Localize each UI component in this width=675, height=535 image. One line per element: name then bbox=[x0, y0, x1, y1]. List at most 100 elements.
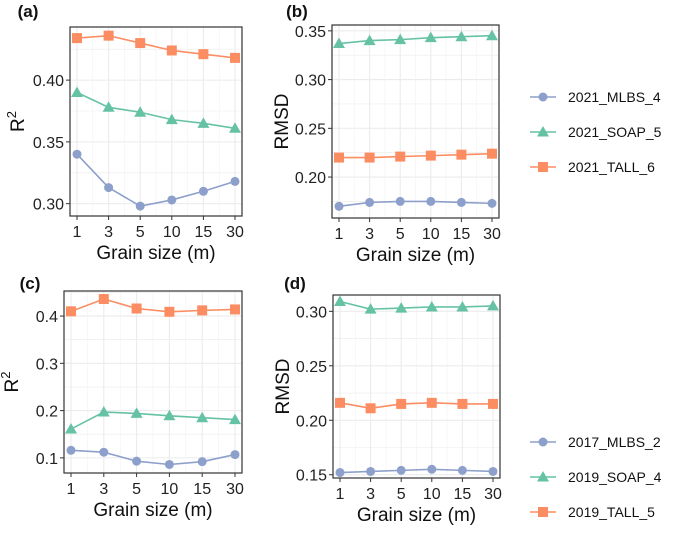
x-tick-label: 10 bbox=[163, 224, 181, 241]
series-2021_TALL_6 bbox=[72, 30, 240, 63]
data-point bbox=[425, 300, 438, 312]
data-point bbox=[395, 151, 406, 162]
x-tick-label: 15 bbox=[195, 224, 213, 241]
series-line bbox=[76, 91, 236, 130]
panel-c: 0.1 0.2 0.3 0.4 1 3 5 10 15 30 Grain size (m) R2 (c) bbox=[0, 274, 244, 521]
data-point bbox=[229, 413, 241, 425]
data-point bbox=[66, 445, 76, 455]
data-point bbox=[98, 294, 109, 305]
x-tick-label: 3 bbox=[366, 486, 375, 503]
superscript: 2 bbox=[0, 372, 13, 379]
x-tick-label: 3 bbox=[104, 224, 113, 241]
y-tick-label: 0.3 bbox=[36, 356, 58, 373]
x-tick-label: 3 bbox=[99, 481, 108, 498]
series-line bbox=[339, 468, 494, 474]
legend-marker-triangle-icon bbox=[537, 471, 549, 482]
x-tick-label: 15 bbox=[193, 481, 211, 498]
series-2021_SOAP_5 bbox=[71, 86, 241, 133]
legend-label: 2021_MLBS_4 bbox=[568, 89, 661, 105]
data-point bbox=[71, 86, 83, 97]
data-point bbox=[135, 38, 146, 49]
panel-d: 0.15 0.20 0.25 0.30 1 3 5 10 15 30 Grain size (m) R… bbox=[273, 274, 502, 526]
legend-entry: 2021_SOAP_5 bbox=[530, 124, 662, 140]
y-tick-label: 0.20 bbox=[296, 413, 327, 430]
series-2021_MLBS_4 bbox=[72, 149, 240, 211]
series-line bbox=[339, 300, 494, 310]
data-point bbox=[364, 152, 375, 163]
x-tick-label: 5 bbox=[132, 481, 141, 498]
data-point bbox=[457, 398, 468, 409]
data-point bbox=[457, 465, 467, 475]
data-point bbox=[230, 176, 240, 186]
y-tick-label: 0.35 bbox=[295, 24, 326, 41]
x-tick-label: 30 bbox=[226, 224, 244, 241]
data-point bbox=[198, 49, 209, 60]
plot-border bbox=[331, 24, 500, 219]
x-tick-label: 15 bbox=[454, 486, 472, 503]
data-point bbox=[164, 459, 174, 469]
series-2017_MLBS_2 bbox=[335, 464, 498, 478]
data-point bbox=[104, 183, 114, 193]
y-tick-label: 0.2 bbox=[36, 404, 58, 421]
legend-marker-square-icon bbox=[538, 162, 548, 172]
x-tick-label: 1 bbox=[335, 226, 344, 243]
panel-a: 0.30 0.35 0.40 1 3 5 10 15 30 Grain size (m) R2 (a) bbox=[4, 2, 244, 264]
legend-marker-square-icon bbox=[538, 507, 548, 517]
y-axis-label: R2 bbox=[4, 111, 29, 132]
data-point bbox=[335, 397, 345, 408]
superscript: 2 bbox=[4, 111, 19, 118]
series-2019_TALL_5 bbox=[335, 397, 498, 414]
series-line bbox=[70, 449, 236, 466]
y-tick-label: 0.30 bbox=[296, 304, 327, 321]
data-point bbox=[163, 409, 176, 421]
series-line bbox=[338, 200, 493, 208]
data-point bbox=[229, 122, 241, 133]
data-point bbox=[230, 450, 240, 460]
data-point bbox=[230, 304, 240, 315]
data-point bbox=[365, 403, 376, 414]
data-point bbox=[425, 150, 436, 161]
y-tick-label: 0.20 bbox=[295, 170, 326, 187]
data-point bbox=[363, 34, 376, 46]
y-tick-label: 0.15 bbox=[296, 468, 327, 485]
legend-label: 2021_TALL_6 bbox=[568, 159, 655, 175]
data-point bbox=[72, 33, 82, 44]
plot-border bbox=[69, 26, 243, 217]
y-axis-label: RMSD bbox=[273, 359, 294, 415]
series-2019_TALL_5 bbox=[66, 294, 240, 317]
panel-label: (a) bbox=[18, 2, 39, 21]
x-tick-label: 10 bbox=[422, 226, 440, 243]
data-point bbox=[99, 447, 109, 457]
data-point bbox=[198, 186, 208, 196]
data-point bbox=[395, 196, 405, 206]
x-tick-label: 30 bbox=[484, 486, 502, 503]
data-point bbox=[66, 306, 76, 317]
series-line bbox=[76, 34, 236, 59]
legend-label: 2021_SOAP_5 bbox=[568, 124, 662, 140]
data-point bbox=[487, 148, 497, 159]
y-tick-label: 0.30 bbox=[295, 73, 326, 90]
data-point bbox=[230, 52, 240, 63]
data-point bbox=[102, 101, 115, 112]
series-line bbox=[338, 34, 493, 45]
data-point bbox=[335, 468, 345, 478]
series-2021_MLBS_4 bbox=[334, 196, 497, 211]
data-point bbox=[456, 300, 469, 312]
data-point bbox=[427, 464, 437, 474]
data-point bbox=[65, 423, 77, 434]
x-tick-label: 1 bbox=[73, 224, 82, 241]
data-point bbox=[487, 198, 497, 208]
x-axis-label: Grain size (m) bbox=[356, 245, 475, 266]
x-axis-label: Grain size (m) bbox=[96, 243, 215, 264]
data-point bbox=[487, 299, 499, 311]
data-point bbox=[130, 407, 143, 418]
y-axis-label: RMSD bbox=[272, 94, 293, 150]
data-point bbox=[456, 149, 467, 160]
x-tick-label: 10 bbox=[161, 481, 179, 498]
panel-label: (c) bbox=[20, 274, 41, 293]
x-tick-label: 5 bbox=[136, 224, 145, 241]
x-tick-label: 1 bbox=[336, 486, 345, 503]
legend-label: 2017_MLBS_2 bbox=[568, 434, 661, 450]
data-point bbox=[426, 397, 437, 408]
